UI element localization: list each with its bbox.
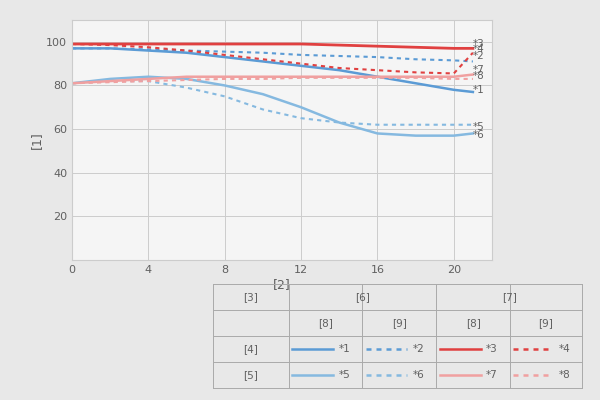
Text: *8: *8	[473, 71, 485, 81]
Text: [6]: [6]	[355, 292, 370, 302]
Text: *8: *8	[559, 370, 571, 380]
Text: [4]: [4]	[244, 344, 258, 354]
Text: [8]: [8]	[466, 318, 481, 328]
Text: *4: *4	[473, 44, 485, 54]
Text: *3: *3	[486, 344, 498, 354]
Text: [7]: [7]	[502, 292, 517, 302]
X-axis label: [2]: [2]	[273, 278, 291, 291]
Text: *7: *7	[486, 370, 498, 380]
Text: *2: *2	[473, 51, 485, 61]
Text: *4: *4	[559, 344, 571, 354]
Text: *5: *5	[338, 370, 350, 380]
Text: [5]: [5]	[244, 370, 258, 380]
Text: *2: *2	[412, 344, 424, 354]
Text: *6: *6	[412, 370, 424, 380]
Text: *7: *7	[473, 65, 485, 75]
Text: [9]: [9]	[392, 318, 407, 328]
Text: [3]: [3]	[244, 292, 258, 302]
Text: *1: *1	[473, 85, 485, 95]
Text: *5: *5	[473, 122, 485, 132]
Y-axis label: [1]: [1]	[31, 131, 43, 149]
Text: [9]: [9]	[539, 318, 553, 328]
Text: *3: *3	[473, 39, 485, 49]
Text: *1: *1	[338, 344, 350, 354]
Text: *6: *6	[473, 130, 485, 140]
Text: [8]: [8]	[318, 318, 333, 328]
